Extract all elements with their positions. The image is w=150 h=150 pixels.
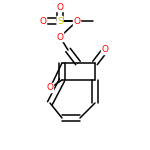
Text: S: S xyxy=(57,16,63,26)
Text: O: O xyxy=(46,84,54,93)
Text: O: O xyxy=(57,33,63,42)
Text: O: O xyxy=(39,16,46,26)
Text: O: O xyxy=(74,16,81,26)
Text: O: O xyxy=(102,45,108,54)
Text: O: O xyxy=(57,3,63,12)
